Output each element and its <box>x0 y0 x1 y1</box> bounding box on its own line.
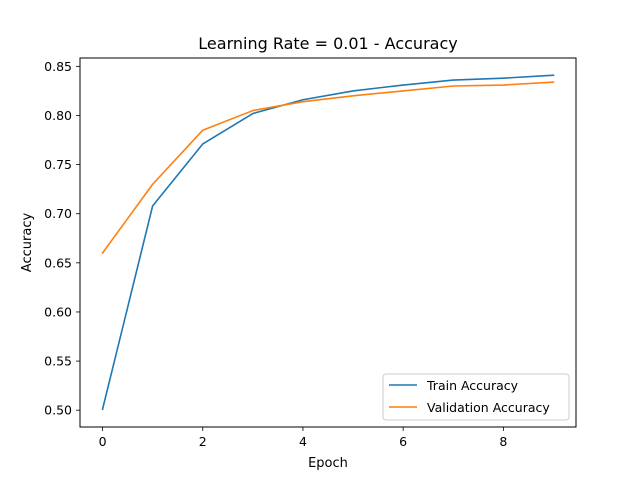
x-axis-ticks: 0 2 4 6 8 <box>99 427 507 449</box>
legend-box <box>382 373 570 421</box>
series-line-train-accuracy <box>101 74 555 411</box>
x-tick-label: 0 <box>99 434 107 449</box>
legend-label-validation: Validation Accuracy <box>427 400 550 415</box>
axes-frame <box>79 57 577 428</box>
legend-label-train: Train Accuracy <box>426 378 519 393</box>
y-tick-label: 0.80 <box>44 108 72 123</box>
y-tick-label: 0.65 <box>44 255 72 270</box>
series-line-validation-accuracy <box>101 81 555 255</box>
y-axis-label: Accuracy <box>20 213 35 273</box>
x-axis-label: Epoch <box>308 456 348 471</box>
y-tick-label: 0.50 <box>44 403 72 418</box>
x-tick-label: 8 <box>499 434 507 449</box>
chart-title: Learning Rate = 0.01 - Accuracy <box>198 34 457 53</box>
x-tick-label: 2 <box>199 434 207 449</box>
y-tick-label: 0.55 <box>44 354 72 369</box>
x-tick-label: 4 <box>299 434 307 449</box>
y-tick-label: 0.60 <box>44 304 72 319</box>
x-tick-label: 6 <box>399 434 407 449</box>
series-layer <box>101 74 555 411</box>
y-tick-label: 0.75 <box>44 157 72 172</box>
y-axis-ticks: 0.50 0.55 0.60 0.65 0.70 0.75 0.80 0.85 <box>44 59 80 418</box>
y-tick-label: 0.85 <box>44 59 72 74</box>
plot-area <box>79 57 577 428</box>
legend: Train Accuracy Validation Accuracy <box>382 373 570 421</box>
y-tick-label: 0.70 <box>44 206 72 221</box>
